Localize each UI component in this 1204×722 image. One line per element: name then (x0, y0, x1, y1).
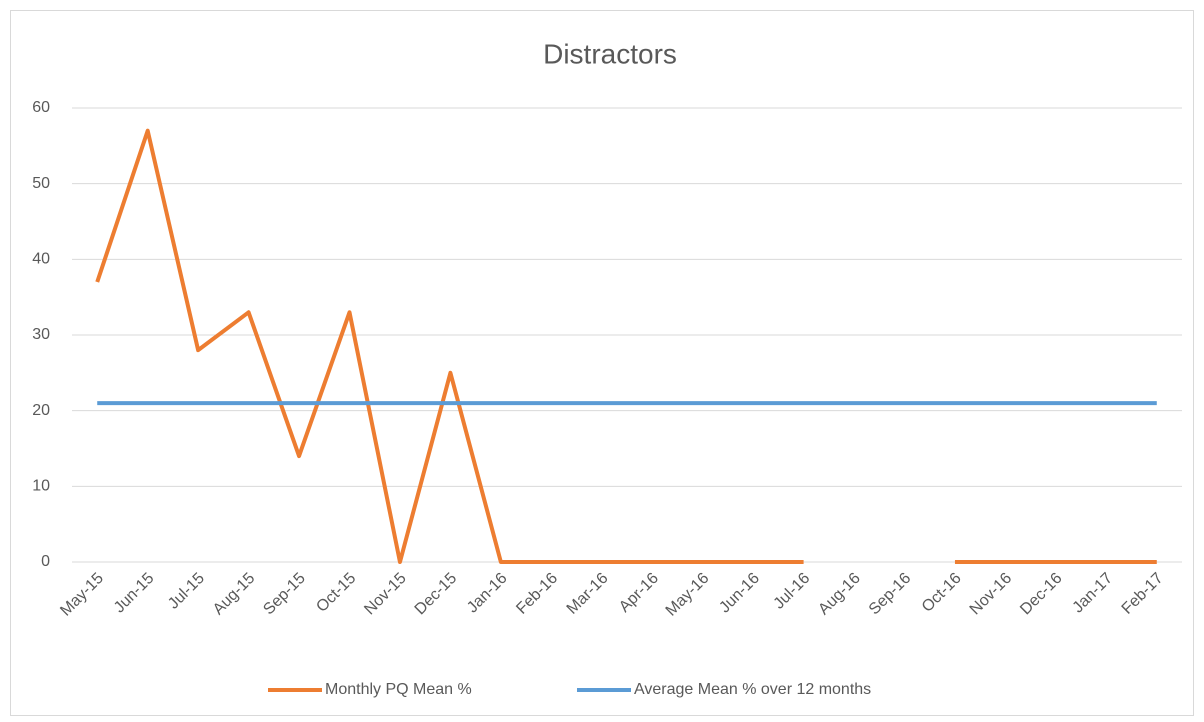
series-line (95, 128, 1157, 564)
y-tick-label: 0 (41, 553, 50, 570)
y-tick-label: 50 (32, 175, 50, 192)
y-tick-label: 30 (32, 326, 50, 343)
chart-border (10, 10, 1194, 716)
y-tick-label: 10 (32, 478, 50, 495)
y-tick-label: 40 (32, 251, 50, 268)
legend-label: Monthly PQ Mean % (325, 681, 472, 698)
y-tick-label: 20 (32, 402, 50, 419)
chart-title: Distractors (543, 38, 677, 69)
y-tick-label: 60 (32, 99, 50, 116)
legend-label: Average Mean % over 12 months (634, 681, 871, 698)
